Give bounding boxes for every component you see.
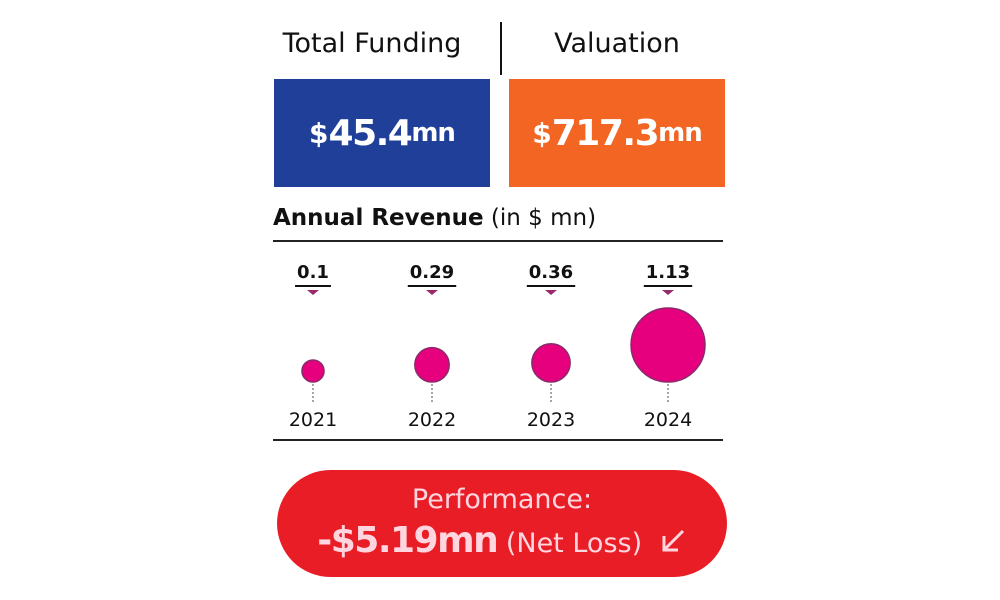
value-label: 0.36 xyxy=(529,262,573,283)
funding-currency: $ xyxy=(309,116,329,150)
arrow-down-left-icon xyxy=(659,527,687,562)
valuation-value: 717.3 xyxy=(551,112,660,154)
total-funding-header: Total Funding xyxy=(282,28,462,59)
valuation-box: $717.3 mn xyxy=(509,79,725,187)
revenue-title: Annual Revenue (in $ mn) xyxy=(273,205,596,231)
year-label: 2021 xyxy=(289,409,337,431)
revenue-bubble xyxy=(414,346,450,383)
revenue-unit: (in $ mn) xyxy=(490,205,597,231)
revenue-title-text: Annual Revenue xyxy=(273,205,484,231)
total-funding-box: $45.4 mn xyxy=(274,79,490,187)
year-label: 2023 xyxy=(527,409,575,431)
top-rule xyxy=(273,240,723,242)
bottom-rule xyxy=(273,439,723,441)
performance-pill: Performance: -$5.19mn (Net Loss) xyxy=(277,470,727,577)
performance-value: -$5.19mn xyxy=(317,520,498,561)
revenue-bubble xyxy=(531,342,571,383)
pointer-triangle xyxy=(662,290,674,295)
funding-value: 45.4 xyxy=(328,112,413,154)
pointer-triangle xyxy=(307,290,319,295)
year-label: 2024 xyxy=(644,409,692,431)
year-label: 2022 xyxy=(408,409,456,431)
revenue-bubble xyxy=(301,359,325,383)
valuation-currency: $ xyxy=(532,116,552,150)
value-label: 0.29 xyxy=(410,262,454,283)
pointer-triangle xyxy=(426,290,438,295)
funding-unit: mn xyxy=(411,118,456,148)
value-label: 1.13 xyxy=(646,262,690,283)
value-label: 0.1 xyxy=(297,262,329,283)
performance-note: (Net Loss) xyxy=(505,528,643,559)
performance-label: Performance: xyxy=(411,484,593,515)
valuation-header: Valuation xyxy=(554,28,680,59)
pointer-triangle xyxy=(545,290,557,295)
valuation-unit: mn xyxy=(658,118,703,148)
divider xyxy=(500,22,502,75)
revenue-bubble xyxy=(630,307,706,383)
performance-line: -$5.19mn (Net Loss) xyxy=(277,520,727,562)
